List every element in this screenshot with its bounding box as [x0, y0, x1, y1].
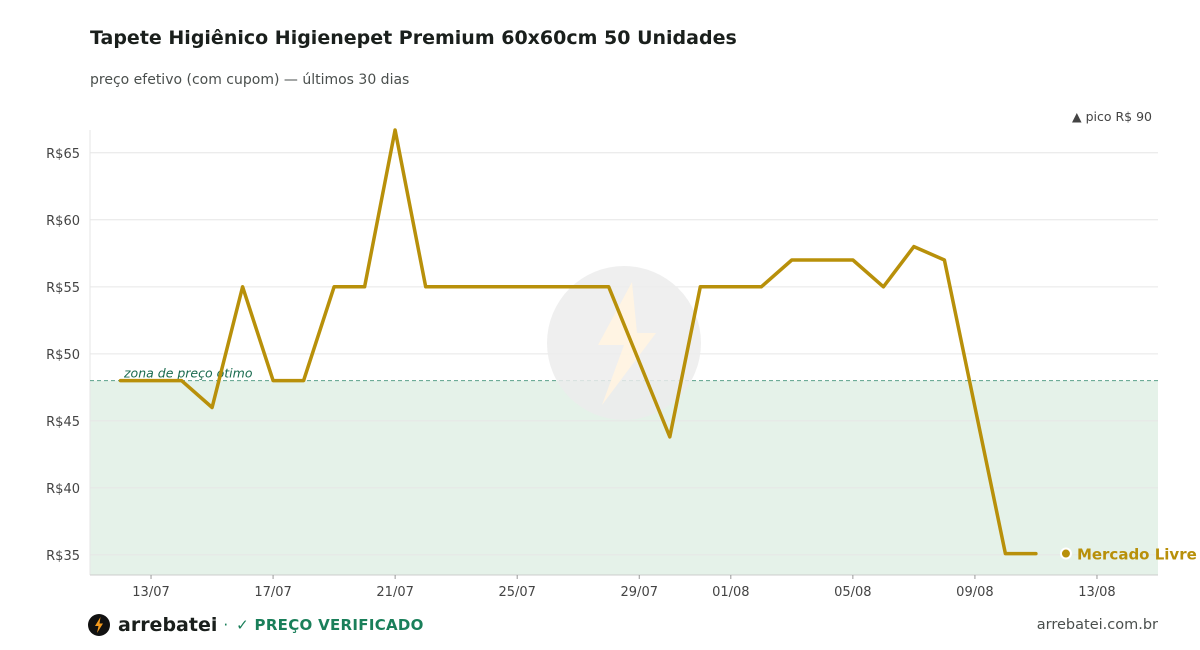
x-tick-label: 13/08 — [1078, 585, 1115, 600]
x-tick-label: 17/07 — [254, 585, 291, 600]
y-tick-label: R$60 — [46, 214, 80, 229]
y-tick-label: R$45 — [46, 415, 80, 430]
series-end-marker — [1059, 547, 1072, 560]
series-label: Mercado Livre — [1077, 546, 1197, 564]
brand-name: arrebatei — [118, 614, 218, 636]
y-tick-label: R$40 — [46, 482, 80, 497]
x-tick-label: 01/08 — [712, 585, 749, 600]
peak-note: ▲ pico R$ 90 — [1071, 109, 1152, 124]
chart-subtitle: preço efetivo (com cupom) — últimos 30 d… — [90, 72, 410, 88]
x-tick-label: 21/07 — [376, 585, 413, 600]
x-tick-label: 25/07 — [498, 585, 535, 600]
site-domain: arrebatei.com.br — [1036, 617, 1158, 633]
footer-brand: arrebatei · ✓ PREÇO VERIFICADO — [88, 614, 424, 636]
y-tick-label: R$35 — [46, 549, 80, 564]
brand-separator: · — [223, 616, 229, 634]
y-tick-label: R$50 — [46, 348, 80, 363]
series-line-mercado-livre — [118, 128, 1038, 556]
x-tick-label: 09/08 — [956, 585, 993, 600]
y-tick-label: R$55 — [46, 281, 80, 296]
x-tick-label: 29/07 — [621, 585, 658, 600]
x-tick-label: 05/08 — [834, 585, 871, 600]
y-tick-label: R$65 — [46, 147, 80, 162]
chart-title: Tapete Higiênico Higienepet Premium 60x6… — [90, 27, 737, 49]
lightning-logo-icon — [88, 614, 110, 636]
zone-label: zona de preço ótimo — [123, 366, 253, 381]
x-tick-label: 13/07 — [132, 585, 169, 600]
watermark-lightning-icon — [598, 282, 656, 405]
verified-badge: ✓ PREÇO VERIFICADO — [236, 616, 424, 634]
